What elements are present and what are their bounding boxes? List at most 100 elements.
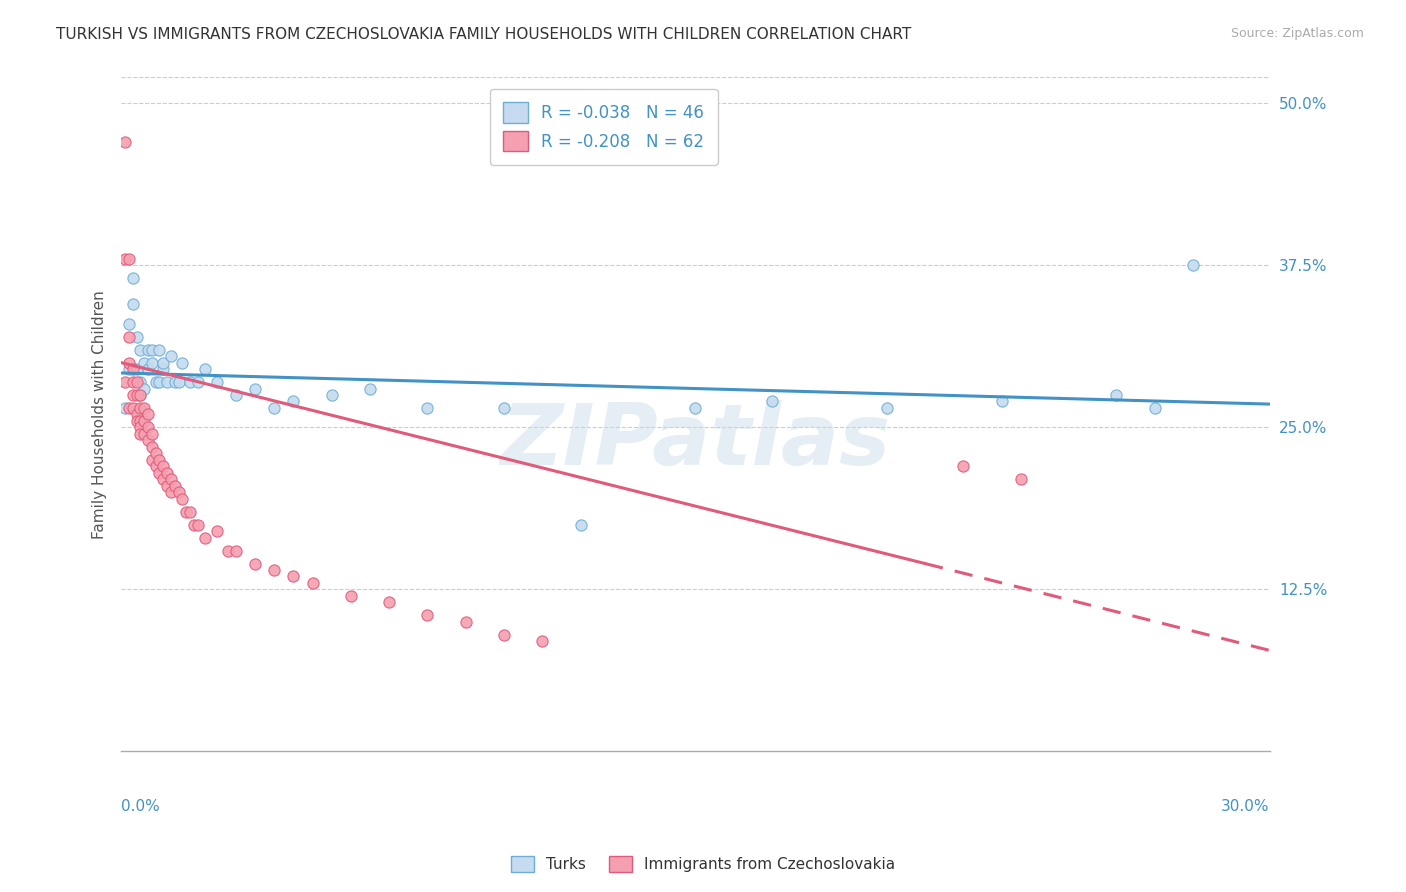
Point [160,472,183,486]
Point [114,375,136,389]
Point [1010,472,1032,486]
Point [114,252,136,266]
Legend: Turks, Immigrants from Czechoslovakia: Turks, Immigrants from Czechoslovakia [503,848,903,880]
Point [685,401,707,415]
Point [129,414,152,428]
Point [152,356,174,370]
Point [125,414,148,428]
Point [118,401,141,415]
Point [148,453,170,467]
Point [129,375,152,389]
Point [145,446,167,460]
Point [225,388,247,402]
Point [134,382,156,396]
Point [194,362,217,376]
Point [167,485,190,500]
Point [136,420,159,434]
Point [263,401,285,415]
Point [492,401,515,415]
Point [531,634,554,648]
Point [125,375,148,389]
Point [263,563,285,577]
Point [194,531,217,545]
Point [118,329,141,343]
Point [134,356,156,370]
Point [121,271,143,285]
Point [125,362,148,376]
Point [1181,259,1204,273]
Point [174,505,197,519]
Point [141,426,163,441]
Point [118,252,141,266]
Point [163,479,186,493]
Point [416,608,439,623]
Point [179,375,201,389]
Point [141,440,163,454]
Point [129,388,152,402]
Point [340,589,363,603]
Point [129,343,152,357]
Point [134,426,156,441]
Point [141,356,163,370]
Point [156,466,179,480]
Point [416,401,439,415]
Point [121,297,143,311]
Text: ZIPatlas: ZIPatlas [501,400,890,483]
Point [121,401,143,415]
Point [1105,388,1128,402]
Point [121,362,143,376]
Point [163,375,186,389]
Point [129,401,152,415]
Point [321,388,343,402]
Point [183,517,205,532]
Point [125,388,148,402]
Point [148,466,170,480]
Point [160,349,183,363]
Point [243,382,266,396]
Point [145,375,167,389]
Point [187,517,209,532]
Point [179,505,201,519]
Point [492,628,515,642]
Text: Source: ZipAtlas.com: Source: ZipAtlas.com [1230,27,1364,40]
Point [156,479,179,493]
Text: TURKISH VS IMMIGRANTS FROM CZECHOSLOVAKIA FAMILY HOUSEHOLDS WITH CHILDREN CORREL: TURKISH VS IMMIGRANTS FROM CZECHOSLOVAKI… [56,27,911,42]
Point [301,576,323,591]
Point [134,414,156,428]
Point [114,135,136,149]
Point [876,401,898,415]
Point [378,595,401,609]
Point [118,362,141,376]
Point [1143,401,1166,415]
Point [136,343,159,357]
Y-axis label: Family Households with Children: Family Households with Children [93,290,107,539]
Point [225,543,247,558]
Point [125,408,148,422]
Point [205,375,228,389]
Point [136,434,159,448]
Point [283,569,305,583]
Point [152,459,174,474]
Point [129,420,152,434]
Point [152,362,174,376]
Point [243,557,266,571]
Point [121,388,143,402]
Point [167,375,190,389]
Point [125,329,148,343]
Legend: R = -0.038   N = 46, R = -0.208   N = 62: R = -0.038 N = 46, R = -0.208 N = 62 [489,89,717,165]
Point [952,459,974,474]
Point [129,388,152,402]
Point [205,524,228,538]
Point [114,401,136,415]
Point [217,543,239,558]
Point [761,394,783,409]
Point [141,453,163,467]
Point [283,394,305,409]
Text: 30.0%: 30.0% [1220,798,1270,814]
Point [118,317,141,331]
Point [129,426,152,441]
Point [152,472,174,486]
Point [172,356,194,370]
Point [156,375,179,389]
Point [172,491,194,506]
